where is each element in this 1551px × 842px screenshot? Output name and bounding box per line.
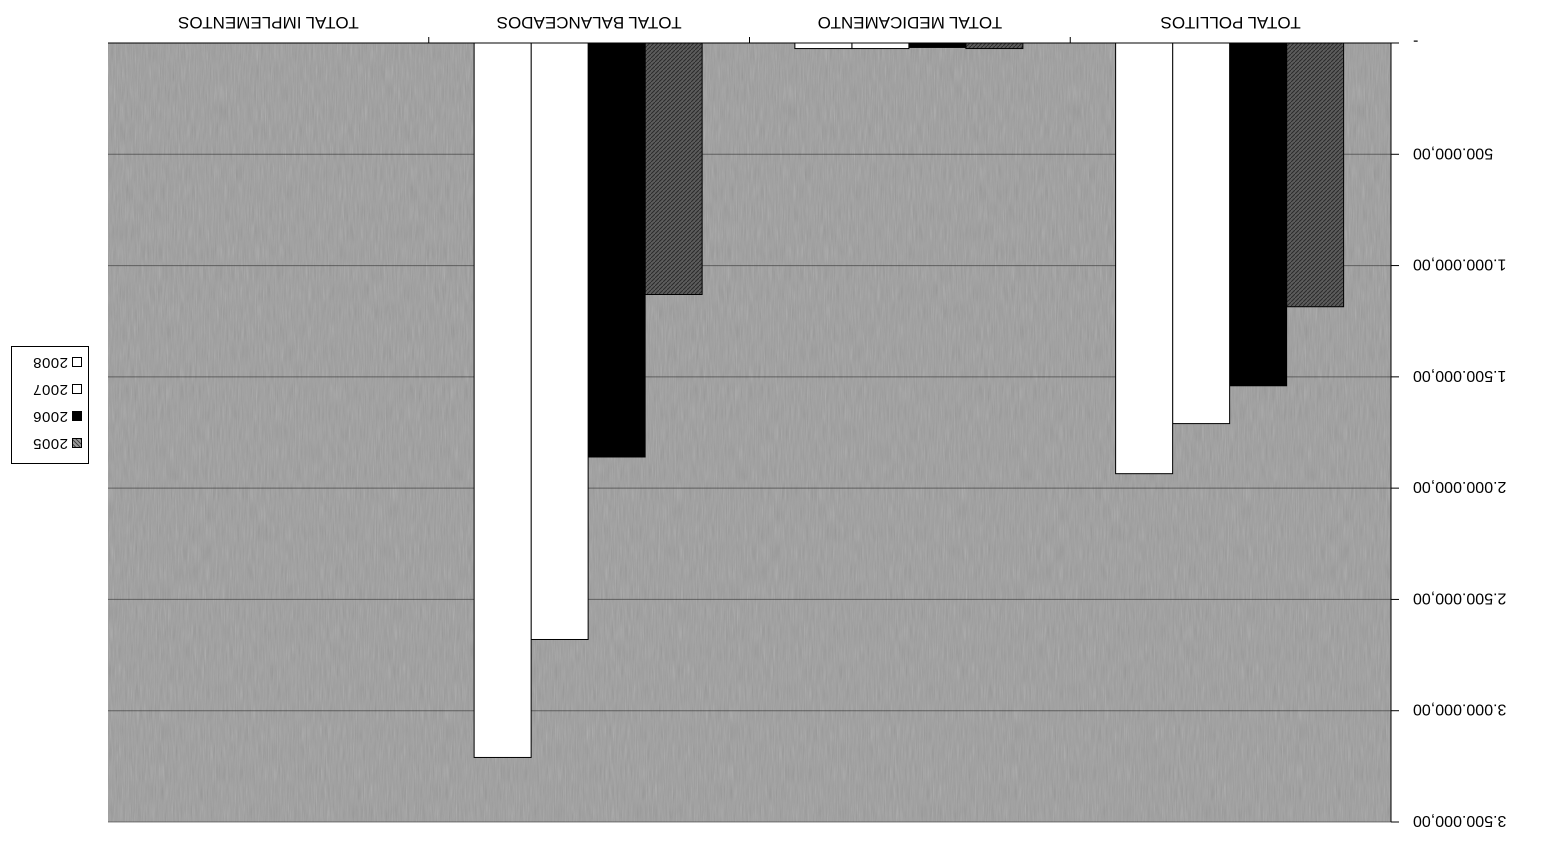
bar-2006-0 xyxy=(1229,42,1288,387)
legend-label-2007: 2007 xyxy=(32,381,68,398)
x-category-label: TOTAL POLLITOS xyxy=(1161,13,1301,32)
legend-swatch-2005 xyxy=(72,438,82,449)
bar-2007-2 xyxy=(530,42,589,640)
bars xyxy=(473,42,1345,758)
x-axis-labels: TOTAL POLLITOS TOTAL MEDICAMENTO TOTAL BAL… xyxy=(178,13,1301,32)
axes xyxy=(108,37,1392,822)
legend-item-2007: 2007 xyxy=(12,376,82,403)
y-tick-label: 1.000.000,00 xyxy=(1413,256,1507,273)
bar-2005-0 xyxy=(1286,42,1345,308)
legend-swatch-2007 xyxy=(72,384,82,395)
x-category-label: TOTAL BALANCEADOS xyxy=(497,13,682,32)
bar-2005-1 xyxy=(965,42,1024,50)
bar-2008-2 xyxy=(473,42,532,758)
bar-2008-1 xyxy=(794,42,853,50)
bar-2005-2 xyxy=(644,42,703,296)
y-tick-label: 3.000.000,00 xyxy=(1413,701,1507,718)
y-tick-label: 500.000,00 xyxy=(1413,144,1493,161)
y-tick-label: 3.500.000,00 xyxy=(1413,812,1507,829)
y-tick-label: 1.500.000,00 xyxy=(1413,367,1507,384)
bar-2006-1 xyxy=(908,42,967,48)
bar-2007-1 xyxy=(851,42,910,50)
legend-swatch-2006 xyxy=(72,411,82,422)
x-category-label: TOTAL IMPLEMENTOS xyxy=(178,13,359,32)
legend-label-2005: 2005 xyxy=(32,435,68,452)
bar-2006-2 xyxy=(587,42,646,458)
legend-item-2006: 2006 xyxy=(12,403,82,430)
y-tick-label: - xyxy=(1413,33,1418,50)
legend-item-2005: 2005 xyxy=(12,430,82,457)
bar-2007-0 xyxy=(1172,42,1231,425)
legend-item-2008: 2008 xyxy=(12,349,82,376)
bar-2008-0 xyxy=(1115,42,1174,475)
legend-label-2006: 2006 xyxy=(32,408,68,425)
legend-label-2008: 2008 xyxy=(32,354,68,371)
y-axis-labels: - 500.000,00 1.000.000,00 1.500.000,00 2.000… xyxy=(1413,33,1507,829)
legend-swatch-2008 xyxy=(72,357,82,368)
x-category-label: TOTAL MEDICAMENTO xyxy=(818,13,1003,32)
y-tick-label: 2.000.000,00 xyxy=(1413,478,1507,495)
y-tick-label: 2.500.000,00 xyxy=(1413,589,1507,606)
legend: 2005 2006 2007 2008 xyxy=(11,346,89,464)
